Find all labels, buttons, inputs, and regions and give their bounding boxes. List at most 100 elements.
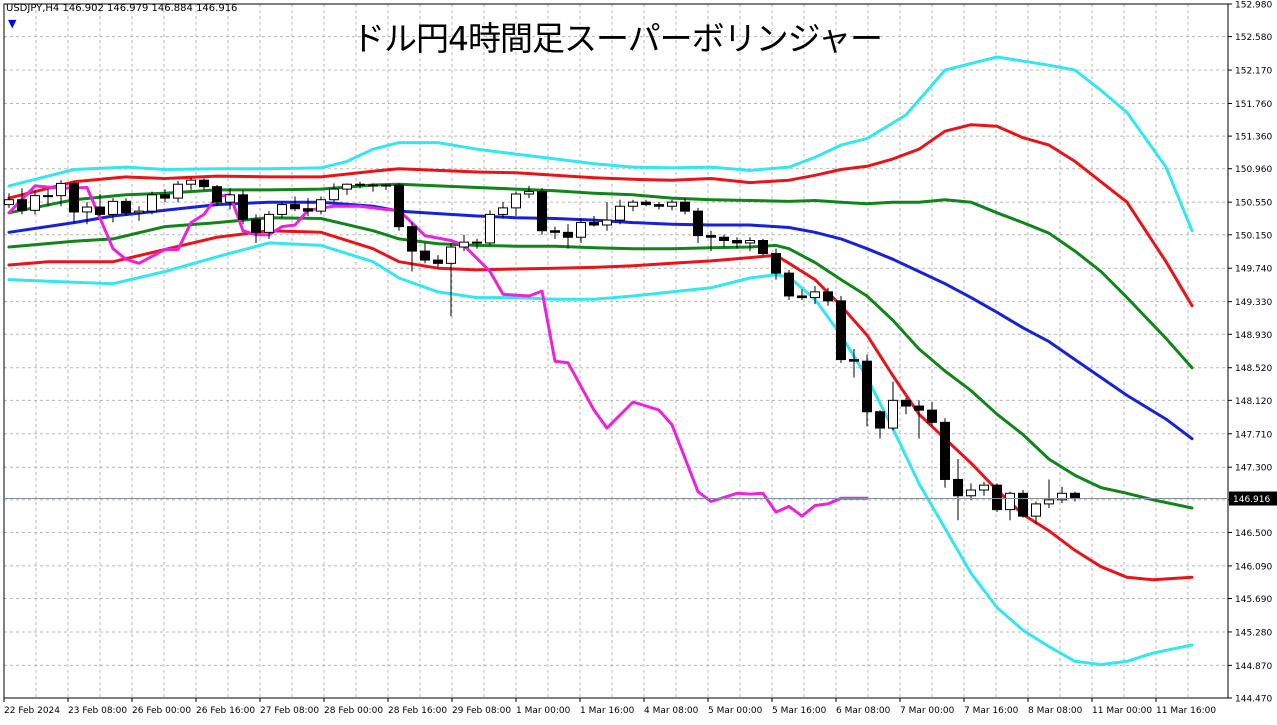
x-tick-label: 11 Mar 16:00	[1156, 706, 1216, 716]
bollinger-bands	[7, 55, 1194, 667]
x-tick-label: 27 Feb 08:00	[260, 706, 319, 716]
candle	[368, 183, 378, 192]
candle-body	[290, 204, 300, 210]
x-tick-label: 1 Mar 16:00	[580, 706, 635, 716]
plot-border	[3, 3, 1229, 699]
candle	[121, 198, 131, 217]
candle	[43, 189, 53, 207]
candle	[888, 381, 898, 431]
candle	[537, 188, 547, 235]
candle-body	[836, 300, 846, 361]
candle-body	[212, 186, 222, 203]
candle-body	[641, 201, 651, 206]
candle-body	[901, 399, 911, 407]
candle-body	[433, 259, 443, 264]
candle	[290, 196, 300, 212]
sigma2-upper-line	[7, 123, 1194, 308]
x-tick-label: 7 Mar 00:00	[900, 706, 955, 716]
candle	[667, 199, 677, 211]
candle	[69, 181, 79, 223]
candle-body	[199, 179, 209, 188]
candle-body	[576, 222, 586, 238]
candle-body	[160, 194, 170, 199]
candle	[1057, 486, 1067, 504]
candle	[199, 178, 209, 190]
lagging-span-line	[7, 184, 869, 518]
candle-body	[563, 231, 573, 238]
candle	[394, 183, 404, 231]
candle-body	[719, 236, 729, 241]
candle-body	[758, 239, 768, 255]
candle-body	[303, 208, 313, 212]
candles	[4, 177, 1080, 525]
candle-body	[953, 478, 963, 497]
sigma1-lower-line	[7, 216, 1194, 510]
candle-body	[602, 219, 612, 226]
x-tick-label: 29 Feb 08:00	[452, 706, 511, 716]
candle-body	[30, 195, 40, 211]
candle-body	[745, 239, 755, 244]
candle	[563, 224, 573, 249]
candle-body	[1070, 492, 1080, 499]
candle-body	[1057, 492, 1067, 501]
candle-body	[95, 206, 105, 215]
candle	[225, 188, 235, 210]
candle-body	[472, 241, 482, 244]
candle-body	[277, 204, 287, 215]
candle-body	[732, 239, 742, 244]
candle-body	[407, 226, 417, 252]
candle	[433, 255, 443, 268]
candle-body	[537, 191, 547, 232]
chart-title: ドル円4時間足スーパーボリンジャー	[352, 19, 883, 58]
candle-body	[862, 360, 872, 413]
candle	[1031, 501, 1041, 525]
sigma3-lower-line	[7, 241, 1194, 667]
candle	[316, 196, 326, 215]
candle	[784, 269, 794, 301]
candle-body	[1044, 499, 1054, 505]
candle	[992, 483, 1002, 513]
candle	[680, 198, 690, 215]
y-tick-label: 150.150	[1235, 231, 1272, 241]
candle-body	[888, 399, 898, 429]
candle-body	[173, 183, 183, 199]
y-tick-label: 147.300	[1235, 464, 1272, 474]
candle-body	[381, 184, 391, 187]
candle-body	[849, 359, 859, 362]
sigma3-upper-line	[7, 55, 1194, 233]
candle-body	[355, 183, 365, 186]
candle-body	[134, 210, 144, 214]
y-tick-label: 145.280	[1235, 628, 1272, 638]
candle-body	[823, 291, 833, 302]
sigma2-lower-line	[7, 229, 1194, 582]
candle	[134, 206, 144, 221]
candle-body	[966, 489, 976, 497]
y-tick-label: 145.690	[1235, 595, 1272, 605]
y-tick-label: 148.120	[1235, 397, 1272, 407]
y-tick-label: 147.710	[1235, 430, 1272, 440]
y-tick-label: 146.090	[1235, 562, 1272, 572]
candle-body	[394, 184, 404, 228]
candle-body	[459, 241, 469, 248]
candle	[160, 189, 170, 203]
triangle-down-icon: ▼	[8, 17, 17, 30]
candle	[1018, 490, 1028, 518]
candle	[966, 483, 976, 500]
candle-body	[17, 199, 27, 211]
y-tick-label: 144.470	[1235, 695, 1272, 705]
candle-body	[56, 182, 66, 197]
candle	[498, 202, 508, 219]
current-price-badge	[1229, 491, 1277, 506]
candle-body	[238, 194, 248, 220]
candle	[303, 198, 313, 217]
candle	[30, 190, 40, 215]
candle	[56, 180, 66, 207]
candle-body	[940, 421, 950, 480]
candle	[641, 199, 651, 207]
x-tick-label: 11 Mar 00:00	[1092, 706, 1152, 716]
candle	[771, 248, 781, 280]
candle	[251, 214, 261, 243]
candle-body	[251, 218, 261, 233]
candle	[589, 216, 599, 227]
